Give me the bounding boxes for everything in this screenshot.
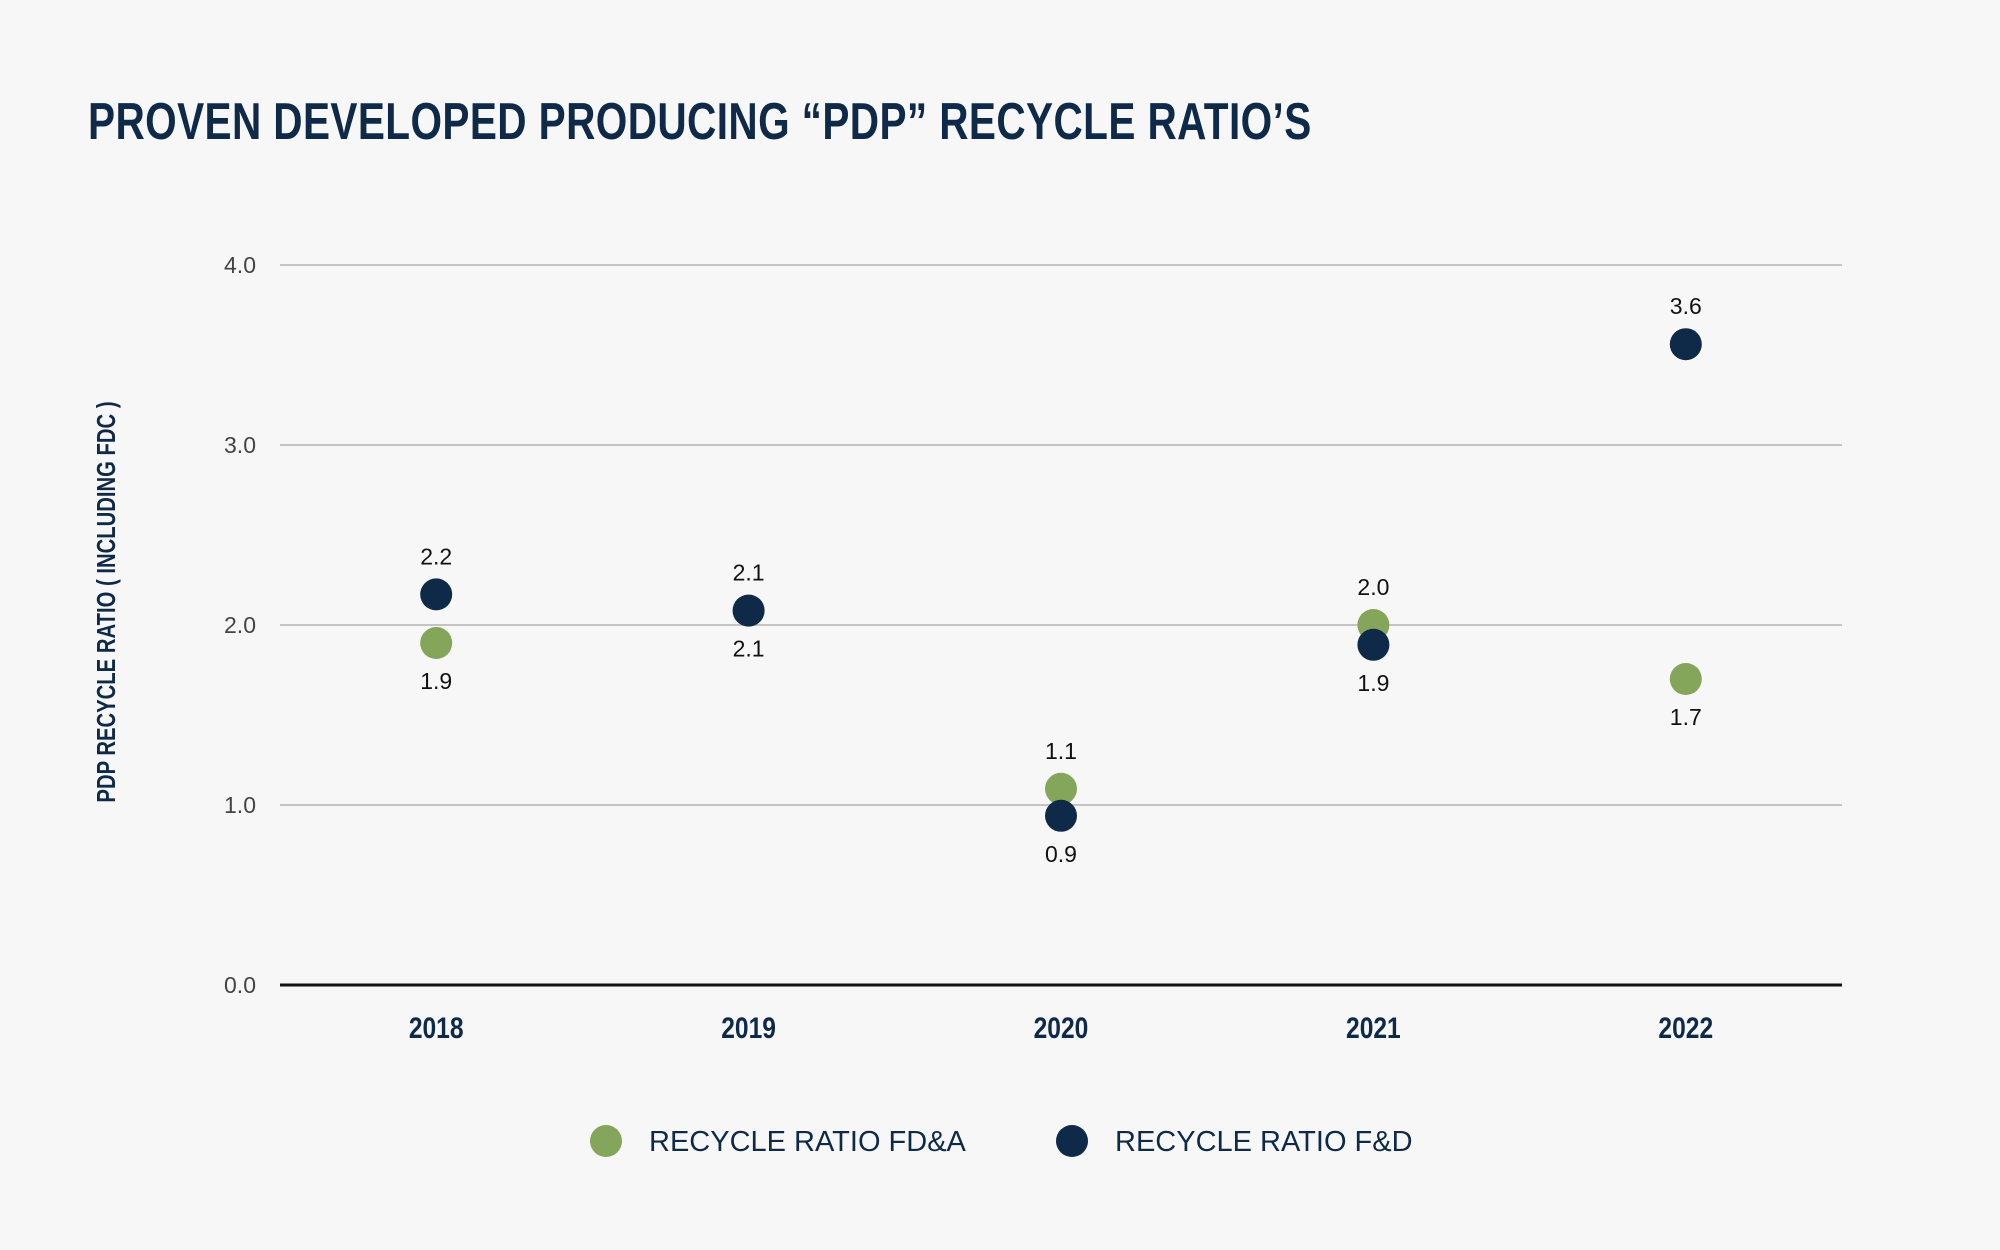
data-point	[1045, 799, 1077, 832]
data-points	[420, 328, 1702, 832]
data-point	[1357, 628, 1390, 661]
legend-item[interactable]: RECYCLE RATIO F&D	[1056, 1125, 1413, 1158]
legend-item[interactable]: RECYCLE RATIO FD&A	[590, 1125, 967, 1158]
chart-title: PROVEN DEVELOPED PRODUCING “PDP” RECYCLE…	[88, 93, 1312, 151]
data-label: 1.9	[1357, 670, 1389, 696]
data-label: 2.1	[733, 636, 765, 662]
data-labels: 1.9 2.1 1.1 2.0 1.7 2.2 2.1 0.9 1.9 3.6	[420, 293, 1702, 867]
x-tick-label: 2018	[409, 1011, 464, 1045]
legend-label: RECYCLE RATIO FD&A	[649, 1126, 967, 1158]
data-label: 1.7	[1670, 704, 1702, 730]
y-tick-label: 4.0	[224, 252, 256, 278]
data-label: 3.6	[1670, 293, 1702, 319]
legend[interactable]: RECYCLE RATIO FD&A RECYCLE RATIO F&D	[590, 1125, 1413, 1158]
y-tick-label: 2.0	[224, 612, 256, 638]
data-label: 1.1	[1045, 738, 1077, 764]
x-tick-label: 2020	[1034, 1011, 1089, 1045]
data-point	[420, 627, 453, 659]
data-label: 2.2	[420, 543, 452, 569]
y-axis-ticks: 0.0 1.0 2.0 3.0 4.0	[224, 252, 256, 998]
data-label: 2.0	[1357, 574, 1389, 600]
data-point	[732, 594, 765, 627]
data-point	[1669, 328, 1702, 361]
legend-label: RECYCLE RATIO F&D	[1115, 1126, 1413, 1158]
y-tick-label: 1.0	[224, 792, 256, 818]
data-label: 2.1	[733, 560, 765, 586]
data-label: 1.9	[420, 668, 452, 694]
x-tick-label: 2022	[1658, 1011, 1713, 1045]
y-tick-label: 0.0	[224, 972, 256, 998]
x-tick-label: 2021	[1346, 1011, 1401, 1045]
data-label: 0.9	[1045, 841, 1077, 867]
x-axis: 2018 2019 2020 2021 2022	[409, 1011, 1713, 1045]
data-point	[1045, 772, 1077, 805]
y-axis-label: PDP RECYCLE RATIO ( INCLUDING FDC )	[92, 401, 121, 802]
data-point	[420, 578, 453, 611]
y-tick-label: 3.0	[224, 432, 256, 458]
legend-marker	[590, 1125, 622, 1157]
x-tick-label: 2019	[721, 1011, 776, 1045]
legend-marker	[1056, 1125, 1088, 1157]
grid-lines	[280, 264, 1842, 987]
data-point	[1669, 663, 1702, 695]
